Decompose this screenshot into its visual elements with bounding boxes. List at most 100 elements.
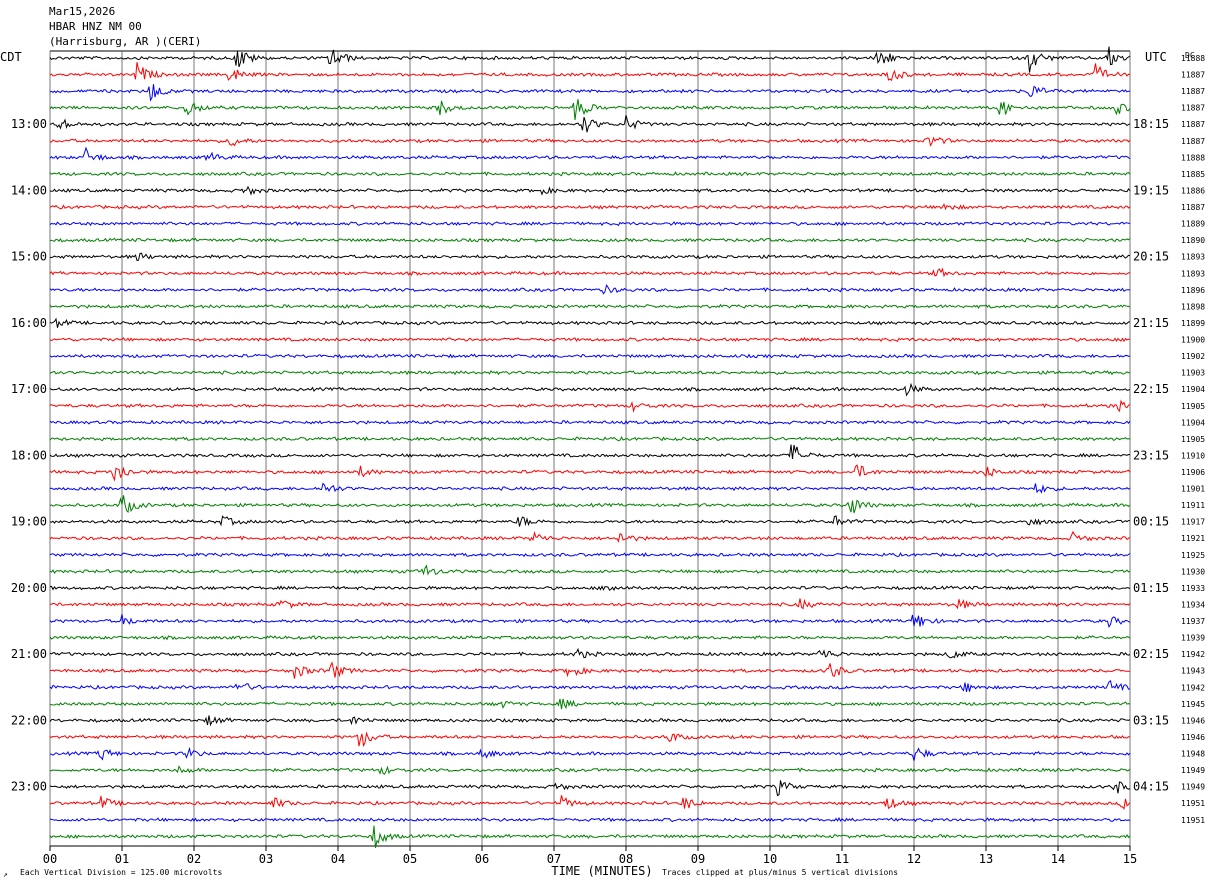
seismic-trace (49, 419, 1131, 425)
seismic-trace (49, 62, 1131, 82)
seismic-trace (49, 564, 1131, 576)
seismic-trace (49, 436, 1131, 442)
utc-time-label: 02:15 (1133, 647, 1169, 661)
utc-time-label: 22:15 (1133, 382, 1169, 396)
seismic-trace (49, 185, 1131, 196)
seismic-trace (49, 252, 1131, 261)
utc-time-label: 20:15 (1133, 250, 1169, 264)
seismic-trace (49, 99, 1131, 121)
dc-value-label: 11911 (1181, 501, 1205, 510)
x-tick-label: 05 (403, 852, 417, 866)
seismic-trace (49, 495, 1131, 514)
cdt-time-label: 15:00 (11, 250, 47, 264)
x-tick-label: 07 (547, 852, 561, 866)
seismic-trace (49, 647, 1131, 659)
seismic-trace (50, 598, 1131, 610)
utc-time-label: 00:15 (1133, 515, 1169, 529)
seismic-trace (49, 353, 1131, 359)
x-tick-label: 00 (43, 852, 57, 866)
seismic-trace (49, 267, 1131, 278)
dc-value-label: 11942 (1181, 683, 1205, 692)
x-tick-label: 13 (979, 852, 993, 866)
seismic-trace (49, 399, 1131, 413)
cdt-time-label: 16:00 (11, 316, 47, 330)
seismic-trace (49, 614, 1131, 629)
dc-value-label: 11951 (1181, 816, 1205, 825)
dc-value-label: 11904 (1181, 418, 1205, 427)
dc-value-label: 11903 (1181, 369, 1205, 378)
dc-value-label: 11887 (1181, 137, 1205, 146)
seismic-trace (49, 817, 1131, 823)
dc-value-label: 11905 (1181, 435, 1205, 444)
dc-value-label: 11951 (1181, 799, 1205, 808)
cdt-time-label: 18:00 (11, 448, 47, 462)
x-tick-label: 04 (331, 852, 345, 866)
dc-value-label: 11887 (1181, 104, 1205, 113)
cdt-time-label: 14:00 (11, 183, 47, 197)
dc-value-label: 11910 (1181, 451, 1205, 460)
dc-value-label: 11900 (1181, 336, 1205, 345)
seismic-trace (49, 482, 1131, 494)
seismic-trace (49, 303, 1131, 309)
location-label: (Harrisburg, AR )(CERI) (49, 35, 202, 48)
seismic-trace (49, 634, 1131, 641)
x-tick-label: 09 (691, 852, 705, 866)
dc-value-label: 11893 (1181, 253, 1205, 262)
dc-value-label: 11898 (1181, 302, 1205, 311)
dc-value-label: 11949 (1181, 766, 1205, 775)
dc-value-label: 11948 (1181, 750, 1205, 759)
dc-value-label: 11937 (1181, 617, 1205, 626)
seismic-trace (49, 317, 1131, 328)
dc-value-label: 11917 (1181, 518, 1205, 527)
seismic-trace (49, 444, 1131, 460)
dc-value-label: 11906 (1181, 468, 1205, 477)
dc-value-label: 11899 (1181, 319, 1205, 328)
dc-value-label: 11921 (1181, 534, 1205, 543)
x-axis-title: TIME (MINUTES) (551, 864, 652, 878)
dc-value-label: 11896 (1181, 286, 1205, 295)
seismic-trace (49, 715, 1131, 727)
left-axis-title: CDT (0, 50, 22, 64)
dc-value-label: 11889 (1181, 220, 1205, 229)
seismic-trace (49, 370, 1131, 376)
seismic-trace (49, 765, 1131, 775)
dc-value-label: 11925 (1181, 551, 1205, 560)
dc-value-label: 11887 (1181, 71, 1205, 80)
seismic-trace (49, 795, 1131, 810)
utc-time-label: 19:15 (1133, 183, 1169, 197)
seismic-trace (49, 464, 1131, 482)
cdt-time-label: 13:00 (11, 117, 47, 131)
seismic-trace (49, 220, 1131, 227)
dc-value-label: 11904 (1181, 385, 1205, 394)
x-tick-label: 11 (835, 852, 849, 866)
x-tick-label: 14 (1051, 852, 1065, 866)
dc-column-title: DC (1185, 51, 1195, 60)
seismic-trace (49, 552, 1131, 558)
seismic-trace (50, 661, 1131, 679)
dc-value-label: 11901 (1181, 485, 1205, 494)
seismic-trace (49, 585, 1131, 592)
dc-value-label: 11887 (1181, 87, 1205, 96)
dc-value-label: 11887 (1181, 120, 1205, 129)
dc-value-label: 11905 (1181, 402, 1205, 411)
dc-value-label: 11946 (1181, 716, 1205, 725)
seismic-trace (49, 284, 1131, 295)
x-tick-label: 01 (115, 852, 129, 866)
utc-time-label: 01:15 (1133, 581, 1169, 595)
seismic-trace (49, 679, 1131, 692)
seismic-trace (49, 203, 1131, 211)
seismic-trace (49, 731, 1131, 748)
seismic-trace (49, 746, 1131, 761)
date-label: Mar15,2026 (49, 5, 116, 18)
cdt-time-label: 23:00 (11, 780, 47, 794)
cdt-time-label: 21:00 (11, 647, 47, 661)
seismic-trace (49, 115, 1131, 133)
x-tick-label: 03 (259, 852, 273, 866)
dc-value-label: 11886 (1181, 186, 1205, 195)
cdt-time-label: 22:00 (11, 713, 47, 727)
dc-value-label: 11942 (1181, 650, 1205, 659)
seismic-trace (49, 698, 1131, 710)
dc-value-label: 11888 (1181, 54, 1205, 63)
dc-value-label: 11939 (1181, 634, 1205, 643)
